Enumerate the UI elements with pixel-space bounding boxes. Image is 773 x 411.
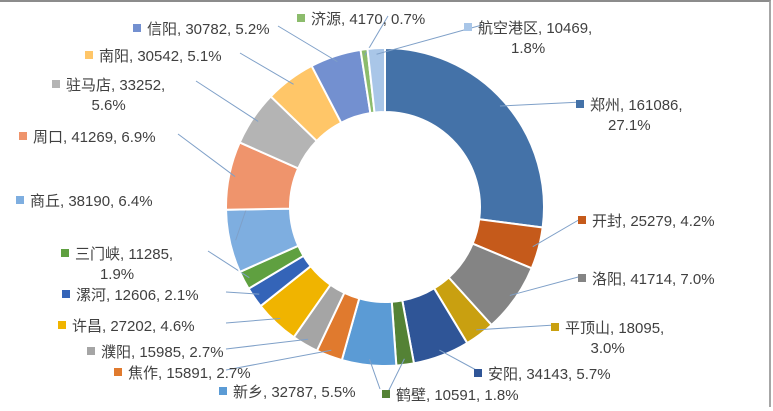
label-zhoukou: 周口, 41269, 6.9% [19, 128, 156, 148]
label-luoyang: 洛阳, 41714, 7.0% [578, 270, 715, 290]
leader-line [195, 80, 259, 122]
label-zhumadian: 驻马店, 33252, 5.6% [52, 76, 165, 116]
label-hebi: 鹤壁, 10591, 1.8% [382, 386, 519, 406]
legend-key-icon [297, 14, 305, 22]
legend-key-icon [19, 132, 27, 140]
legend-key-icon [474, 369, 482, 377]
label-hangkonggang: 航空港区, 10469, 1.8% [464, 19, 592, 59]
leader-line [277, 25, 338, 63]
leader-line [239, 52, 294, 85]
legend-key-icon [52, 80, 60, 88]
legend-key-icon [61, 249, 69, 257]
legend-key-icon [16, 196, 24, 204]
label-zhengzhou: 郑州, 161086, 27.1% [576, 96, 683, 136]
leader-line [439, 349, 479, 372]
legend-key-icon [133, 24, 141, 32]
label-anyang: 安阳, 34143, 5.7% [474, 365, 611, 385]
legend-key-icon [576, 100, 584, 108]
label-kaifeng: 开封, 25279, 4.2% [578, 212, 715, 232]
label-nanyang: 南阳, 30542, 5.1% [85, 47, 222, 67]
label-xinxiang: 新乡, 32787, 5.5% [219, 383, 356, 403]
leader-line [207, 250, 250, 279]
legend-key-icon [578, 274, 586, 282]
label-luohe: 漯河, 12606, 2.1% [62, 286, 199, 306]
leader-line [225, 291, 260, 295]
legend-key-icon [85, 51, 93, 59]
legend-key-icon [219, 387, 227, 395]
label-jiyuan: 济源, 4170, 0.7% [297, 10, 425, 30]
label-pingdingshan: 平顶山, 18095, 3.0% [551, 319, 664, 359]
label-puyang: 濮阳, 15985, 2.7% [87, 343, 224, 363]
leader-line [225, 317, 281, 324]
legend-key-icon [551, 323, 559, 331]
legend-key-icon [578, 216, 586, 224]
legend-key-icon [58, 321, 66, 329]
label-xuchang: 许昌, 27202, 4.6% [58, 317, 195, 337]
donut-slice-18 [366, 46, 386, 114]
label-shangqiu: 商丘, 38190, 6.4% [16, 192, 153, 212]
legend-key-icon [62, 290, 70, 298]
leader-line [509, 275, 583, 296]
label-sanmenxia: 三门峡, 11285, 1.9% [61, 245, 173, 285]
leader-line [225, 349, 332, 371]
leader-line [177, 133, 236, 177]
leader-line [369, 359, 381, 390]
legend-key-icon [382, 390, 390, 398]
leader-line [225, 338, 309, 350]
leader-line [532, 217, 583, 248]
donut-slice-0 [384, 46, 545, 229]
leader-line [387, 358, 405, 393]
legend-key-icon [464, 23, 472, 31]
label-xinyang: 信阳, 30782, 5.2% [133, 20, 270, 40]
leader-line [499, 101, 583, 107]
legend-key-icon [87, 347, 95, 355]
leader-line [476, 324, 556, 331]
label-jiaozuo: 焦作, 15891, 2.7% [114, 364, 251, 384]
legend-key-icon [114, 368, 122, 376]
